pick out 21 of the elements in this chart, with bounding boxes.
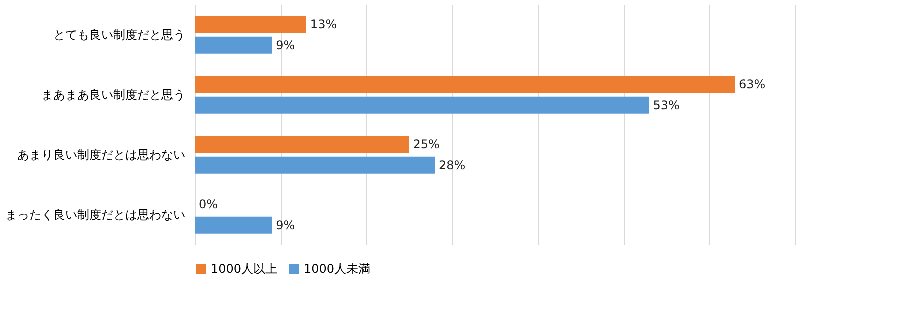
legend-label: 1000人以上 bbox=[211, 262, 278, 276]
data-label: 9% bbox=[276, 38, 296, 52]
legend-label: 1000人未満 bbox=[304, 262, 371, 276]
y-tick-label: まったく良い制度だとは思わない bbox=[6, 208, 186, 222]
y-tick-label: とても良い制度だと思う bbox=[54, 28, 186, 42]
bar bbox=[195, 156, 435, 174]
bar bbox=[195, 16, 306, 34]
data-label: 25% bbox=[413, 138, 440, 152]
data-label: 0% bbox=[199, 198, 218, 212]
data-label: 28% bbox=[439, 158, 466, 172]
y-tick-label: まあまあ良い制度だと思う bbox=[42, 88, 186, 102]
bar bbox=[195, 216, 272, 234]
bar bbox=[195, 36, 272, 54]
bar bbox=[195, 96, 650, 114]
data-label: 9% bbox=[276, 218, 296, 232]
bar bbox=[195, 136, 410, 154]
data-label: 63% bbox=[739, 78, 766, 92]
y-tick-label: あまり良い制度だとは思わない bbox=[18, 148, 186, 162]
data-label: 53% bbox=[653, 98, 680, 112]
data-label: 13% bbox=[310, 18, 338, 32]
bar bbox=[195, 76, 735, 94]
